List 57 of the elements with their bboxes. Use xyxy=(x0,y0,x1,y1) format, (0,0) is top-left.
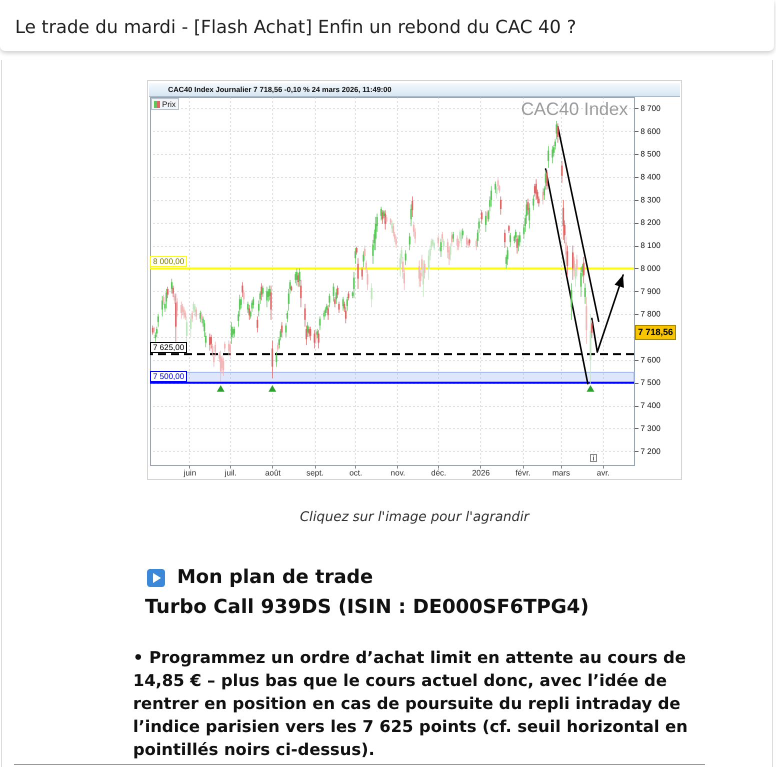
y-tick-label: 7 200 xyxy=(640,446,662,456)
candlestick xyxy=(365,260,367,274)
y-tick-label: 7 500 xyxy=(640,378,662,388)
candlestick xyxy=(357,258,359,290)
legend-label: Prix xyxy=(162,100,176,108)
y-tick-label: 8 000 xyxy=(640,264,662,273)
annotation: CAC40 Index xyxy=(520,99,628,120)
y-tick-label: 7 300 xyxy=(640,424,662,433)
candlestick xyxy=(480,210,483,224)
candlestick xyxy=(272,340,274,378)
candlestick xyxy=(570,282,572,320)
x-tick-label: déc. xyxy=(431,468,446,478)
x-tick-label: août xyxy=(265,468,282,478)
y-tick-label: 8 500 xyxy=(640,150,662,159)
y-tick-label: 8 200 xyxy=(640,218,662,228)
x-tick-label: juil. xyxy=(224,468,237,478)
x-tick-label: févr. xyxy=(515,468,531,478)
y-tick-label: 7 600 xyxy=(640,355,662,364)
y-tick-label: 7 900 xyxy=(640,286,662,296)
ref-line-label: 7 500,00 xyxy=(150,370,188,382)
candlestick xyxy=(224,341,226,352)
x-tick-label: sept. xyxy=(306,468,324,478)
chart-title: Le trade du mardi - [Flash Achat] Enfin un rebond du CAC 40 ? xyxy=(15,17,576,38)
x-tick-label: mars xyxy=(552,468,570,478)
x-tick-label: juin xyxy=(182,468,196,478)
candlestick xyxy=(504,229,506,248)
candlestick xyxy=(243,290,245,304)
candlestick xyxy=(528,202,530,229)
candlestick xyxy=(319,316,321,330)
candlestick xyxy=(256,316,258,333)
candlestick xyxy=(338,301,340,314)
x-tick-label: nov. xyxy=(390,468,406,478)
ref-line-label: 8 000,00 xyxy=(150,256,188,268)
y-tick-label: 8 700 xyxy=(640,104,662,113)
candlestick xyxy=(161,296,164,317)
x-tick-label: 2026 xyxy=(472,468,490,478)
text: Mon plan de trade xyxy=(177,566,374,588)
candlestick xyxy=(404,250,406,266)
y-tick-label: 8 400 xyxy=(640,172,662,182)
x-tick-label: oct. xyxy=(349,468,362,478)
candlestick xyxy=(370,282,372,308)
y-tick-label: 8 300 xyxy=(640,195,662,204)
candlestick xyxy=(285,322,287,338)
x-tick-label: avr. xyxy=(596,468,610,478)
y-tick-label: 8 100 xyxy=(640,241,662,250)
ref-line-label: 7 625,00 xyxy=(150,342,188,354)
text: Turbo Call 939DS (ISIN : DE000SF6TPG4) xyxy=(145,595,590,618)
y-tick-label: 7 400 xyxy=(640,401,662,410)
candlestick xyxy=(561,160,563,184)
y-tick-label: 8 600 xyxy=(640,126,662,136)
candlestick xyxy=(500,196,502,216)
y-tick-label: 7 800 xyxy=(640,310,662,319)
text: 7 718,56 xyxy=(635,325,676,340)
text: Cliquez sur l'image pour l'agrandir xyxy=(298,510,531,525)
candlestick xyxy=(548,146,550,168)
text: • Programmez un ordre d’achat limit en attente au cours de 14,85 € – plus bas que le cours actuel donc, avec l’idée de rentrer en position en cas de poursuite du repli intraday de l’indice parisien vers les 7 625 points (cf. seuil horizontal en pointillés noirs ci-dessus). xyxy=(133,647,689,761)
candlestick xyxy=(408,232,410,250)
